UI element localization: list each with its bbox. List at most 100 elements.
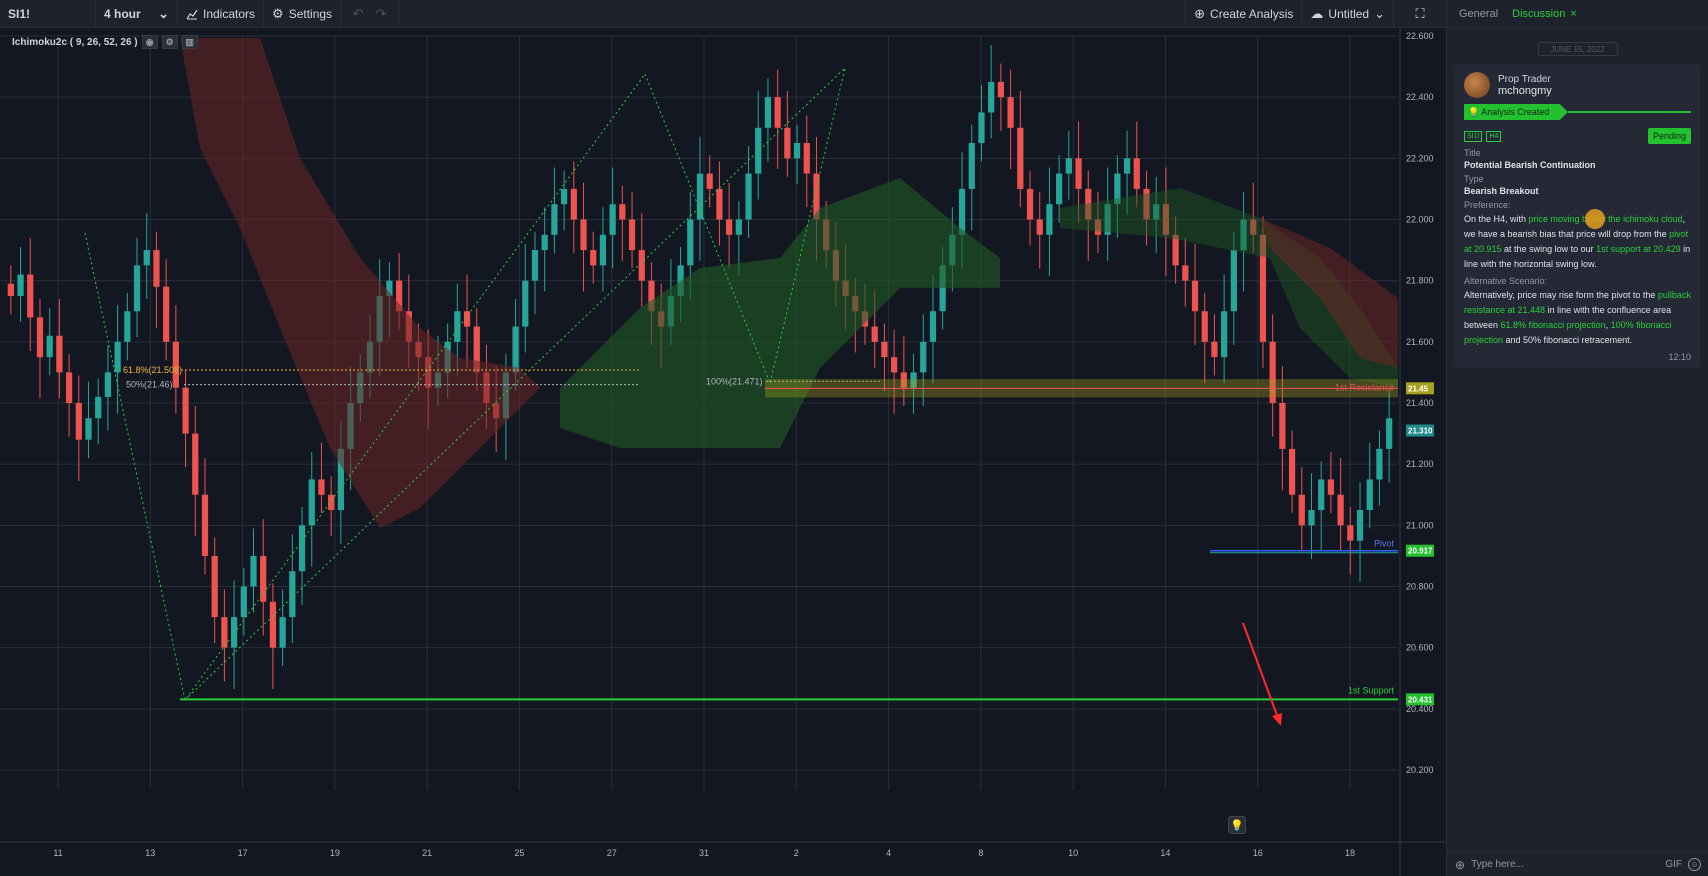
undo-icon[interactable]: ↶ — [352, 6, 364, 21]
x-tick-label: 16 — [1253, 848, 1263, 858]
candle-body — [1308, 510, 1315, 526]
candle-body — [289, 571, 296, 618]
y-tick-label: 20.400 — [1406, 704, 1434, 714]
resistance-price-tag-text: 21.45 — [1408, 384, 1429, 393]
candle-body — [1046, 204, 1053, 235]
candle-body — [541, 234, 548, 251]
candle-body — [75, 403, 82, 440]
y-tick-label: 21.200 — [1406, 459, 1434, 469]
analysis-card: Prop Trader mchongmy 💡 Analysis Created … — [1455, 64, 1700, 368]
candle-body — [551, 204, 558, 235]
interval-dropdown[interactable]: 4 hour ⌄ — [96, 0, 178, 28]
pref-highlight-2: pivot at 20.915 — [1464, 229, 1689, 254]
settings-button[interactable]: ⚙ Settings — [264, 0, 342, 28]
candle-body — [65, 372, 73, 403]
banner-line — [1568, 111, 1691, 113]
candle-body — [929, 311, 937, 342]
fullscreen-button[interactable]: ⛶ — [1394, 0, 1446, 28]
candle-body — [628, 219, 636, 251]
candle-body — [638, 250, 645, 281]
redo-icon[interactable]: ↷ — [375, 6, 387, 21]
status-banner: 💡 Analysis Created — [1464, 104, 1691, 120]
emoji-icon[interactable]: ☺ — [1688, 858, 1701, 871]
lightbulb-icon[interactable]: 💡 — [1228, 816, 1246, 834]
alt-highlight-2: 61.8% fibonacci projection — [1500, 320, 1606, 330]
tab-discussion[interactable]: Discussion × — [1512, 8, 1577, 20]
candle-body — [114, 341, 121, 373]
message-input[interactable] — [1471, 859, 1660, 870]
panel-tabs: General Discussion × — [1447, 0, 1708, 28]
candle-body — [1279, 403, 1286, 449]
cloud-upload-icon: ☁ — [1310, 6, 1324, 21]
layout-dropdown[interactable]: ☁ Untitled ⌄ — [1302, 0, 1394, 28]
x-tick-label: 14 — [1160, 848, 1170, 858]
chevron-down-icon: ⌄ — [158, 6, 169, 21]
chart-area[interactable]: 22.600 22.400 22.200 22.000 21.800 21.600 21.4… — [0, 28, 1446, 876]
avatar[interactable] — [1464, 72, 1490, 98]
candle-body — [599, 234, 607, 266]
candle-body — [1298, 494, 1305, 526]
candle-body — [1143, 188, 1150, 220]
x-tick-label: 10 — [1068, 848, 1078, 858]
bearish-arrow-head — [1272, 713, 1282, 726]
candle-body — [716, 188, 723, 220]
create-analysis-button[interactable]: ⊕ Create Analysis — [1186, 0, 1303, 28]
candle-body — [881, 341, 888, 358]
candle-body — [1007, 97, 1014, 128]
candle-body — [211, 555, 218, 618]
price-chart[interactable]: 22.600 22.400 22.200 22.000 21.800 21.600 21.4… — [0, 28, 1446, 876]
fullscreen-icon: ⛶ — [1415, 6, 1425, 21]
candle-body — [1337, 494, 1344, 526]
fib-projection-line — [84, 73, 646, 702]
toolbar-spacer — [399, 0, 1187, 28]
candle-body — [522, 280, 529, 327]
candle-body — [1347, 525, 1354, 541]
candle-body — [1056, 173, 1063, 205]
candle-body — [1085, 188, 1092, 220]
pref-text-3: at the swing low to our — [1501, 244, 1597, 254]
alt-scenario-label: Alternative Scenario: — [1464, 276, 1548, 286]
top-toolbar: SI1! 4 hour ⌄ Indicators ⚙ Settings ↶ ↷ … — [0, 0, 1446, 28]
type-label: Type — [1464, 174, 1484, 184]
symbol-search[interactable]: SI1! — [0, 0, 96, 28]
candle-body — [153, 250, 160, 287]
gear-icon[interactable]: ⚙ — [161, 35, 178, 49]
support-price-tag-text: 20.431 — [1408, 695, 1433, 704]
candle-body — [920, 341, 927, 373]
candle-body — [706, 173, 713, 189]
y-tick-label: 22.400 — [1406, 92, 1434, 102]
candle-body — [561, 188, 568, 205]
candle-body — [1230, 250, 1237, 312]
candle-body — [755, 127, 762, 174]
y-tick-label: 20.200 — [1406, 765, 1434, 775]
timeframe-tag: H4 — [1486, 130, 1502, 142]
plus-icon[interactable]: ⊕ — [1455, 857, 1466, 872]
candle-body — [1259, 234, 1267, 342]
x-tick-label: 8 — [978, 848, 983, 858]
candle-body — [454, 311, 461, 342]
candle-body — [182, 387, 189, 434]
indicators-button[interactable]: Indicators — [178, 0, 265, 28]
layout-name: Untitled — [1328, 6, 1370, 21]
eye-icon[interactable]: ◉ — [141, 35, 158, 49]
close-icon[interactable]: × — [1570, 7, 1577, 20]
trash-icon[interactable]: ▥ — [181, 35, 198, 49]
candle-body — [463, 311, 471, 327]
fib-level-label: 61.8%(21.508) — [123, 365, 182, 375]
resistance-price-tag — [1406, 382, 1434, 395]
candle-body — [910, 372, 917, 388]
pref-text-2: , we have a bearish bias that price will… — [1464, 214, 1686, 239]
alt-text-2: in line with the confluence area between — [1464, 305, 1672, 330]
candle-body — [570, 188, 577, 220]
tab-general[interactable]: General — [1459, 7, 1499, 20]
gif-button[interactable]: GIF — [1665, 859, 1682, 870]
candle-body — [726, 219, 733, 235]
candle-body — [318, 479, 325, 495]
bearish-arrow-line — [1242, 622, 1279, 719]
tab-discussion-label: Discussion — [1512, 7, 1566, 20]
candle-body — [580, 219, 587, 251]
y-tick-label: 22.600 — [1406, 31, 1434, 41]
ichimoku-cloud-bearish-2 — [1260, 218, 1398, 368]
username[interactable]: mchongmy — [1498, 84, 1552, 97]
y-tick-label: 21.400 — [1406, 398, 1434, 408]
